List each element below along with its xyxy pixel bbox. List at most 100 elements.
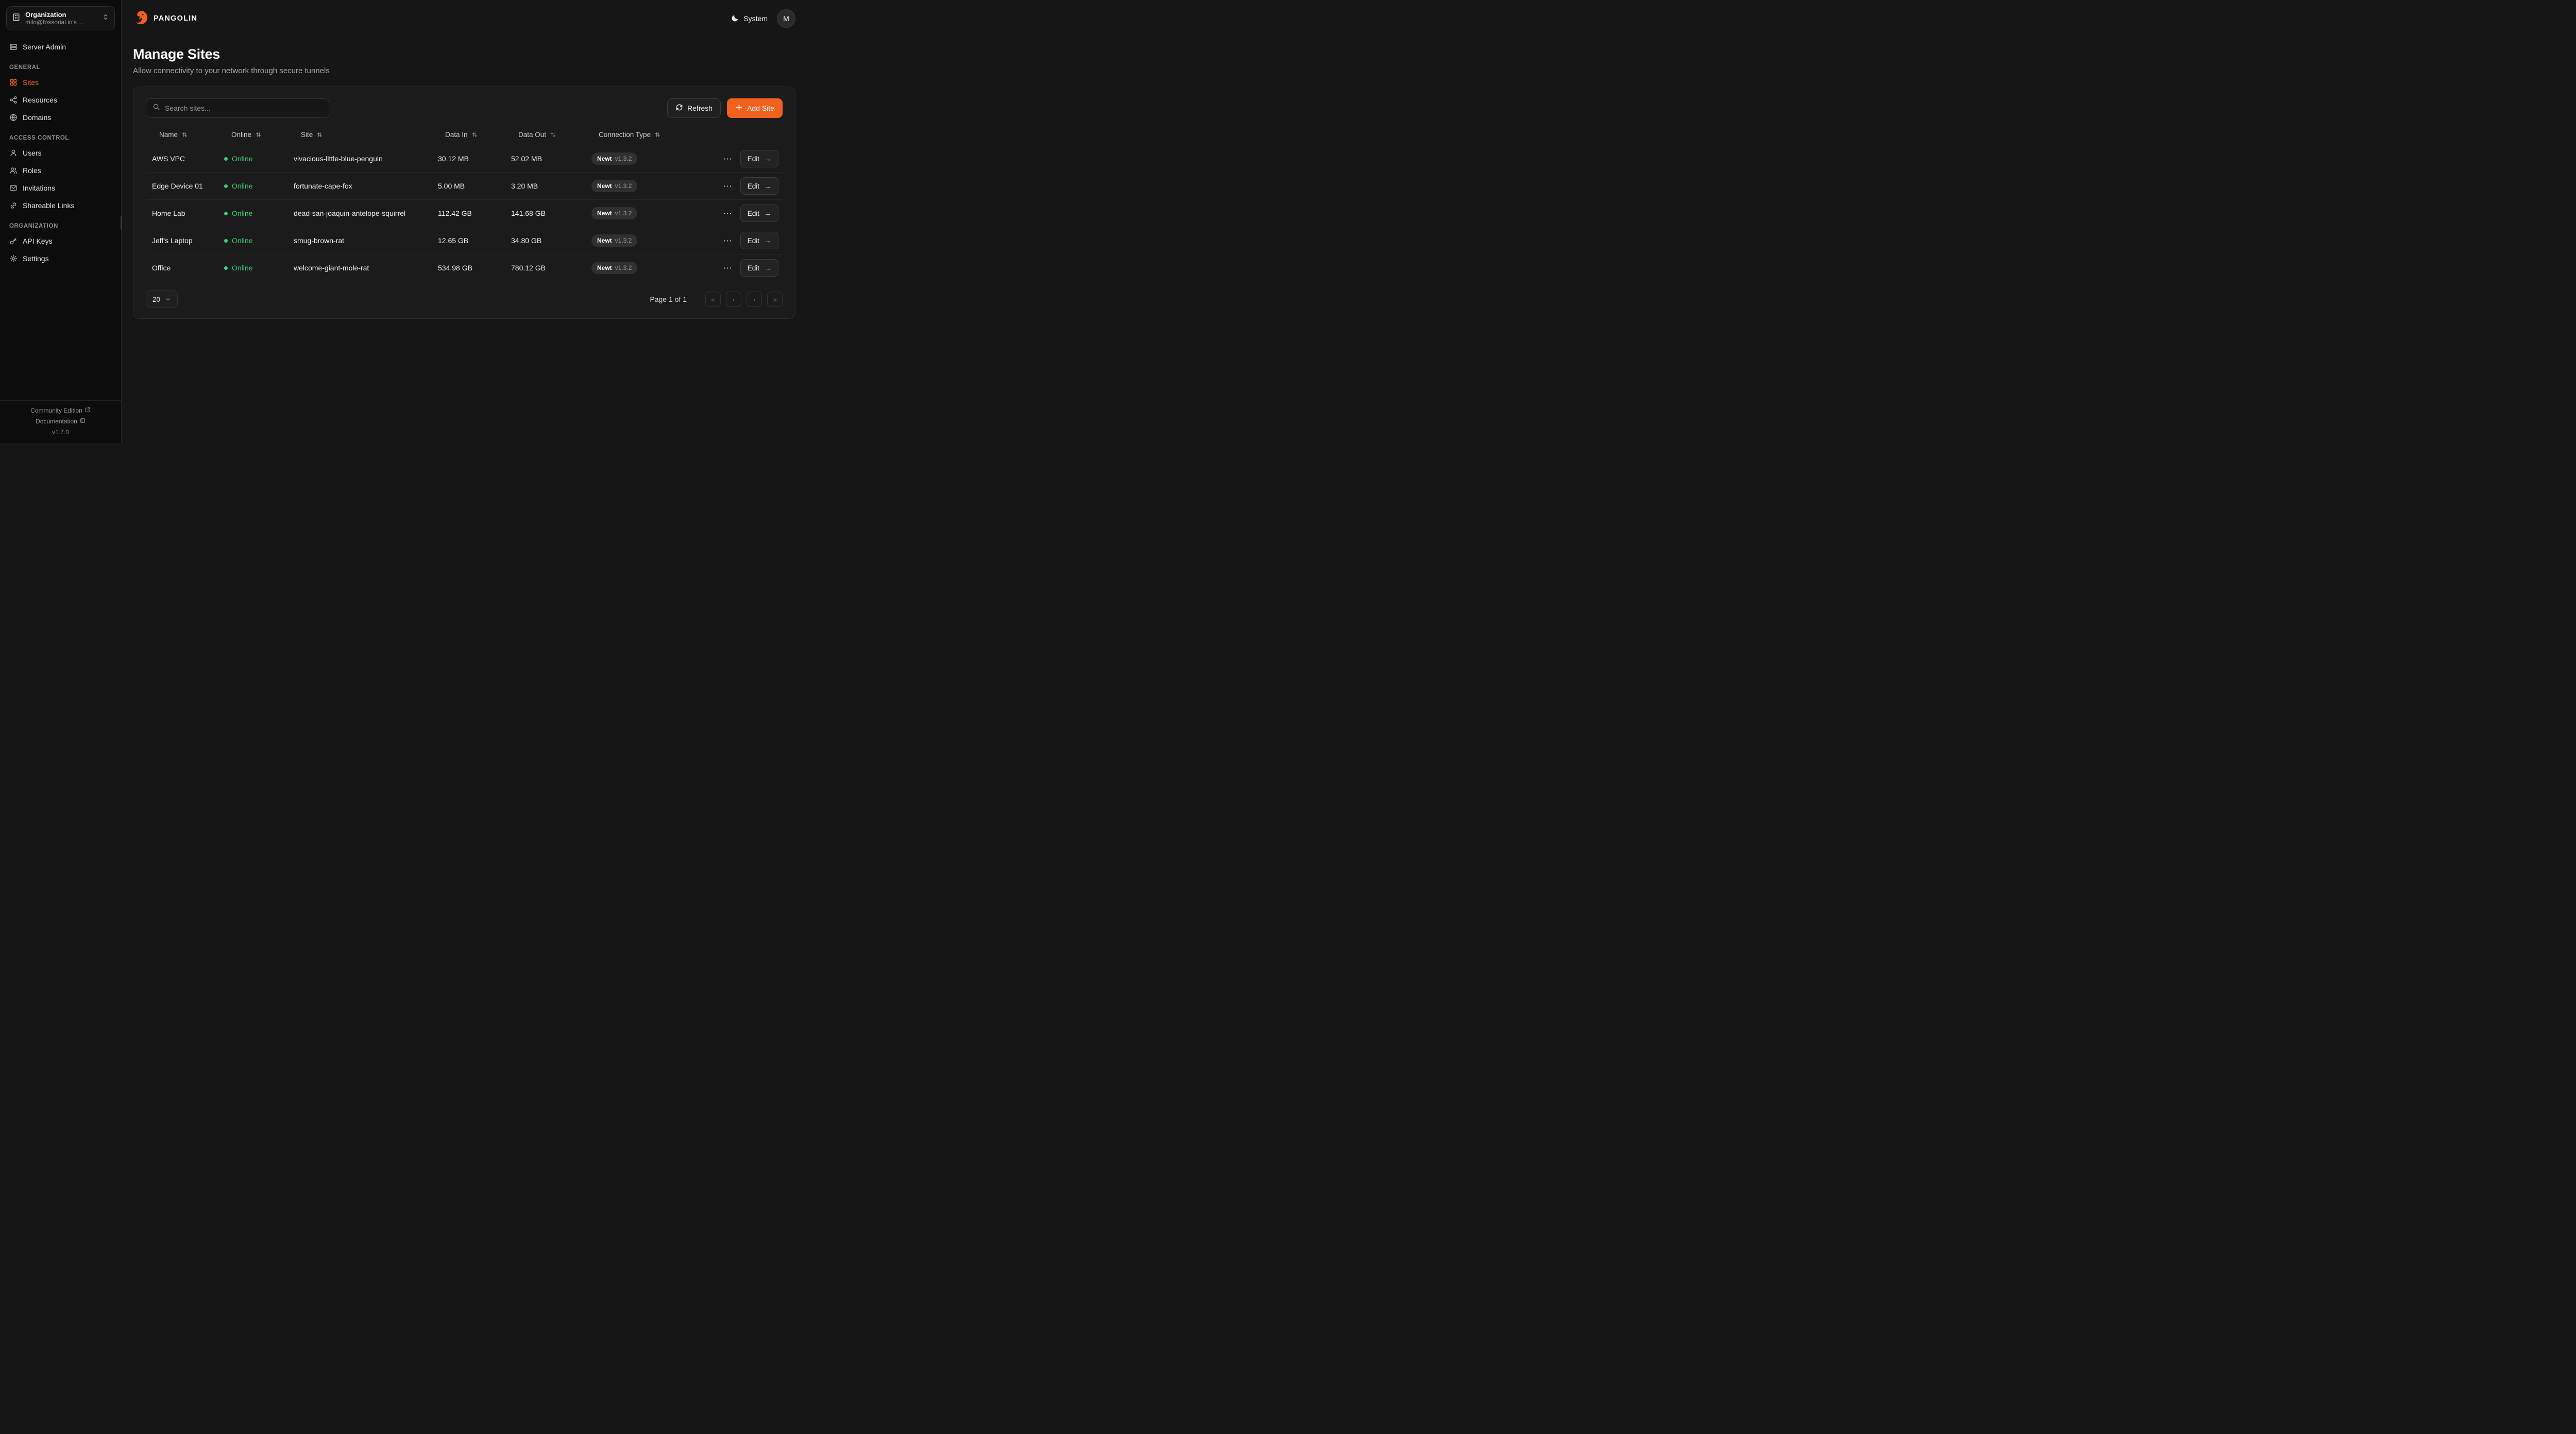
- nav-heading-organization: ORGANIZATION: [9, 223, 58, 229]
- building-icon: [12, 13, 21, 24]
- sidebar-item-settings[interactable]: Settings: [5, 250, 116, 267]
- sites-grid-icon: [9, 78, 18, 87]
- add-site-button[interactable]: Add Site: [727, 98, 783, 118]
- users-icon: [9, 166, 18, 175]
- edit-button[interactable]: Edit →: [740, 259, 778, 277]
- connection-type: Newt: [597, 210, 612, 217]
- column-header-site[interactable]: Site: [301, 131, 445, 139]
- sidebar-item-resources[interactable]: Resources: [5, 92, 116, 108]
- table-row: Home Lab Online dead-san-joaquin-antelop…: [146, 199, 783, 227]
- theme-toggle[interactable]: System: [731, 14, 768, 24]
- sidebar-item-label: Sites: [23, 78, 39, 87]
- column-header-data-in[interactable]: Data In: [445, 131, 518, 139]
- gear-icon: [9, 254, 18, 263]
- row-actions: ⋯ Edit →: [715, 150, 783, 167]
- sidebar-item-users[interactable]: Users: [5, 145, 116, 161]
- status-badge: Online: [224, 264, 294, 272]
- arrow-right-icon: →: [764, 264, 771, 272]
- topbar-right: System M: [731, 9, 795, 28]
- page-size-select[interactable]: 20: [146, 291, 178, 308]
- sidebar-item-roles[interactable]: Roles: [5, 162, 116, 179]
- theme-label: System: [743, 14, 768, 23]
- column-header-label: Site: [301, 130, 313, 139]
- sidebar-item-server-admin[interactable]: Server Admin: [5, 39, 116, 55]
- sidebar-item-shareable-links[interactable]: Shareable Links: [5, 197, 116, 214]
- avatar-initial: M: [783, 14, 789, 23]
- sort-icon: [471, 131, 478, 138]
- org-switcher[interactable]: Organization milo@fossorial.io's ...: [6, 6, 115, 30]
- search-input[interactable]: [165, 104, 323, 112]
- status-label: Online: [232, 209, 253, 217]
- edit-button[interactable]: Edit →: [740, 177, 778, 195]
- edit-button[interactable]: Edit →: [740, 232, 778, 249]
- page-content: Manage Sites Allow connectivity to your …: [122, 34, 808, 319]
- nav-heading-access-control: ACCESS CONTROL: [9, 135, 70, 141]
- status-badge: Online: [224, 209, 294, 217]
- edit-label: Edit: [747, 264, 759, 272]
- sidebar-item-invitations[interactable]: Invitations: [5, 180, 116, 196]
- next-page-button[interactable]: ›: [747, 292, 762, 307]
- site-slug: vivacious-little-blue-penguin: [294, 155, 383, 163]
- row-more-button[interactable]: ⋯: [723, 235, 732, 246]
- data-out-value: 52.02 MB: [511, 155, 542, 163]
- prev-page-button[interactable]: ‹: [726, 292, 741, 307]
- page-info: Page 1 of 1: [650, 295, 687, 303]
- row-actions: ⋯ Edit →: [715, 204, 783, 222]
- community-edition-link[interactable]: Community Edition: [5, 407, 116, 414]
- org-subtitle: milo@fossorial.io's ...: [25, 19, 84, 26]
- sidebar-item-sites[interactable]: Sites: [5, 74, 116, 91]
- pangolin-logo: [133, 10, 148, 28]
- first-page-button[interactable]: «: [705, 292, 721, 307]
- edit-label: Edit: [747, 209, 759, 217]
- row-more-button[interactable]: ⋯: [723, 181, 732, 191]
- column-header-label: Connection Type: [599, 130, 651, 139]
- column-header-label: Online: [231, 130, 252, 139]
- page-size-value: 20: [152, 295, 161, 303]
- row-more-button[interactable]: ⋯: [723, 153, 732, 164]
- column-header-data-out[interactable]: Data Out: [518, 131, 599, 139]
- documentation-link[interactable]: Documentation: [5, 418, 116, 425]
- edit-button[interactable]: Edit →: [740, 150, 778, 167]
- table-footer: 20 Page 1 of 1 « ‹ › »: [146, 291, 783, 308]
- link-icon: [9, 201, 18, 210]
- sidebar: Organization milo@fossorial.io's ... Ser…: [0, 0, 122, 443]
- user-icon: [9, 149, 18, 157]
- status-label: Online: [232, 236, 253, 245]
- avatar[interactable]: M: [777, 9, 795, 28]
- topbar: PANGOLIN System M: [122, 0, 808, 34]
- sidebar-item-domains[interactable]: Domains: [5, 109, 116, 126]
- sidebar-item-api-keys[interactable]: API Keys: [5, 233, 116, 249]
- data-in-value: 534.98 GB: [438, 264, 472, 272]
- edit-button[interactable]: Edit →: [740, 204, 778, 222]
- app-version: v1.7.0: [52, 429, 69, 436]
- site-slug: welcome-giant-mole-rat: [294, 264, 369, 272]
- status-badge: Online: [224, 182, 294, 190]
- site-name: Home Lab: [152, 209, 185, 217]
- table-header-row: Name Online Site: [146, 124, 783, 145]
- data-in-value: 112.42 GB: [438, 209, 472, 217]
- edit-label: Edit: [747, 182, 759, 190]
- last-page-button[interactable]: »: [767, 292, 783, 307]
- refresh-button[interactable]: Refresh: [667, 98, 721, 118]
- org-switcher-text: Organization milo@fossorial.io's ...: [25, 11, 97, 26]
- edit-label: Edit: [747, 236, 759, 245]
- column-header-name[interactable]: Name: [159, 131, 231, 139]
- chevron-left-icon: ‹: [732, 295, 735, 303]
- resources-icon: [9, 96, 18, 104]
- online-dot-icon: [224, 211, 228, 215]
- site-name: Office: [152, 264, 171, 272]
- search-box: [146, 98, 329, 118]
- search-icon: [152, 103, 160, 113]
- sidebar-scrollbar-thumb[interactable]: [121, 216, 122, 230]
- connection-version: v1.3.2: [615, 182, 632, 190]
- chevron-down-icon: [165, 296, 171, 302]
- chevrons-up-down-icon: [102, 13, 109, 23]
- server-icon: [9, 43, 18, 51]
- row-more-button[interactable]: ⋯: [723, 263, 732, 273]
- globe-icon: [9, 113, 18, 122]
- connection-type-badge: Newt v1.3.2: [591, 180, 638, 192]
- column-header-connection-type[interactable]: Connection Type: [599, 131, 722, 139]
- connection-version: v1.3.2: [615, 264, 632, 271]
- row-more-button[interactable]: ⋯: [723, 208, 732, 218]
- column-header-online[interactable]: Online: [231, 131, 301, 139]
